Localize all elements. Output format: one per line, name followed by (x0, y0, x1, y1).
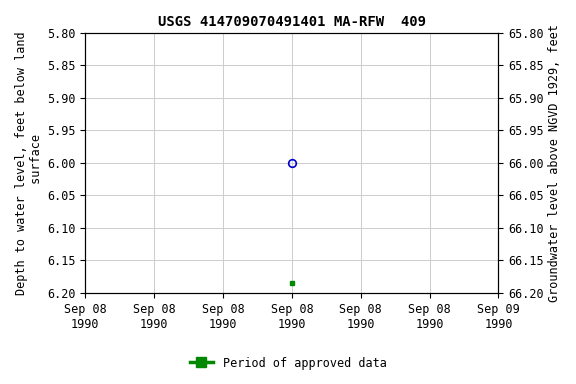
Y-axis label: Groundwater level above NGVD 1929, feet: Groundwater level above NGVD 1929, feet (548, 24, 561, 302)
Y-axis label: Depth to water level, feet below land
 surface: Depth to water level, feet below land su… (15, 31, 43, 295)
Title: USGS 414709070491401 MA-RFW  409: USGS 414709070491401 MA-RFW 409 (158, 15, 426, 29)
Legend: Period of approved data: Period of approved data (185, 352, 391, 374)
